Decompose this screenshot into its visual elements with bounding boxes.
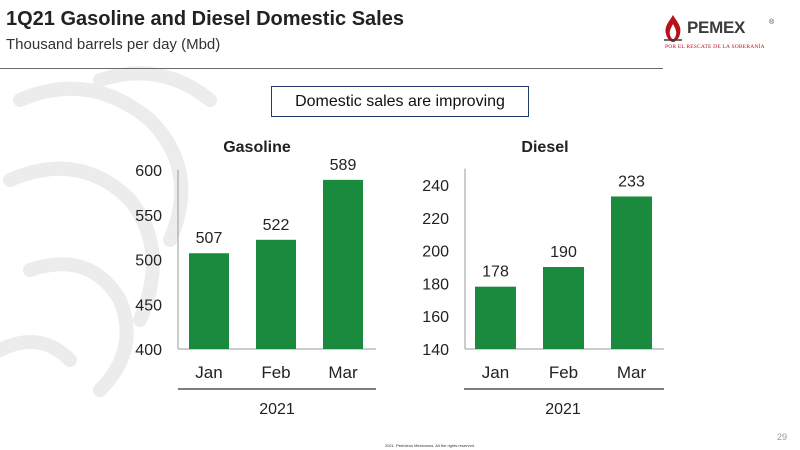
eagle-watermark: [0, 66, 217, 397]
page-title: 1Q21 Gasoline and Diesel Domestic Sales: [6, 8, 404, 30]
gasoline-chart-title: Gasoline: [223, 139, 291, 156]
header-divider: [0, 68, 663, 69]
gasoline-bar: [189, 253, 229, 349]
gasoline-data-label: 522: [263, 217, 290, 234]
logo-registered-mark: ®: [769, 19, 775, 26]
gasoline-x-tick-label: Jan: [195, 363, 222, 382]
page-subtitle: Thousand barrels per day (Mbd): [6, 36, 221, 53]
diesel-y-tick-label: 220: [422, 211, 449, 228]
logo-tagline: POR EL RESCATE DE LA SOBERANÍA: [665, 44, 765, 50]
diesel-y-tick-label: 180: [422, 276, 449, 293]
pemex-logo: PEMEX ® POR EL RESCATE DE LA SOBERANÍA: [657, 14, 787, 58]
diesel-bar: [611, 196, 652, 349]
pemex-flame-icon: [664, 15, 682, 42]
diesel-y-tick-label: 200: [422, 244, 449, 261]
gasoline-x-tick-label: Mar: [328, 363, 358, 382]
gasoline-group-label: 2021: [259, 401, 295, 418]
page-number: 29: [777, 432, 788, 442]
gasoline-y-tick-label: 400: [135, 342, 162, 359]
diesel-x-tick-label: Feb: [549, 363, 578, 382]
diesel-y-tick-label: 160: [422, 309, 449, 326]
copyright-footer: 2021. Petróleos Mexicanos. All the right…: [384, 443, 476, 448]
gasoline-data-label: 507: [196, 230, 223, 247]
gasoline-y-tick-label: 500: [135, 253, 162, 270]
diesel-data-label: 233: [618, 173, 645, 190]
gasoline-y-tick-label: 600: [135, 163, 162, 180]
diesel-data-label: 190: [550, 244, 577, 261]
diesel-y-tick-label: 240: [422, 178, 449, 195]
diesel-x-tick-label: Jan: [482, 363, 509, 382]
diesel-y-tick-label: 140: [422, 342, 449, 359]
gasoline-y-tick-label: 550: [135, 208, 162, 225]
gasoline-data-label: 589: [330, 157, 357, 174]
diesel-bar: [543, 267, 584, 349]
gasoline-x-tick-label: Feb: [261, 363, 290, 382]
gasoline-bar: [323, 179, 363, 349]
logo-wordmark: PEMEX: [687, 18, 746, 37]
gasoline-bar: [256, 239, 296, 349]
diesel-data-label: 178: [482, 264, 509, 281]
diesel-chart-title: Diesel: [521, 139, 568, 156]
diesel-x-tick-label: Mar: [617, 363, 647, 382]
gasoline-y-tick-label: 450: [135, 297, 162, 314]
diesel-bar: [475, 286, 516, 349]
callout-box: Domestic sales are improving: [271, 86, 529, 117]
diesel-group-label: 2021: [545, 401, 581, 418]
